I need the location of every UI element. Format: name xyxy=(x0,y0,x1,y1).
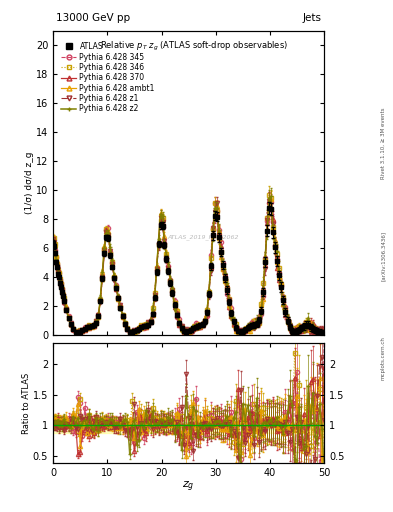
Text: Jets: Jets xyxy=(303,13,321,23)
Text: 13000 GeV pp: 13000 GeV pp xyxy=(56,13,130,23)
Text: Rivet 3.1.10, ≥ 3M events: Rivet 3.1.10, ≥ 3M events xyxy=(381,108,386,179)
Y-axis label: (1/σ) dσ/d z_g: (1/σ) dσ/d z_g xyxy=(26,152,35,215)
Text: mcplots.cern.ch: mcplots.cern.ch xyxy=(381,336,386,380)
Y-axis label: Ratio to ATLAS: Ratio to ATLAS xyxy=(22,373,31,434)
Bar xyxy=(53,422,324,429)
Legend: ATLAS, Pythia 6.428 345, Pythia 6.428 346, Pythia 6.428 370, Pythia 6.428 ambt1,: ATLAS, Pythia 6.428 345, Pythia 6.428 34… xyxy=(60,40,156,115)
Text: ATLAS_2019_I1772062: ATLAS_2019_I1772062 xyxy=(167,234,239,240)
Text: [arXiv:1306.3436]: [arXiv:1306.3436] xyxy=(381,231,386,281)
X-axis label: $z_g$: $z_g$ xyxy=(182,480,195,494)
Bar xyxy=(53,418,324,433)
Text: Relative $p_T$ $z_g$ (ATLAS soft-drop observables): Relative $p_T$ $z_g$ (ATLAS soft-drop ob… xyxy=(100,40,288,53)
